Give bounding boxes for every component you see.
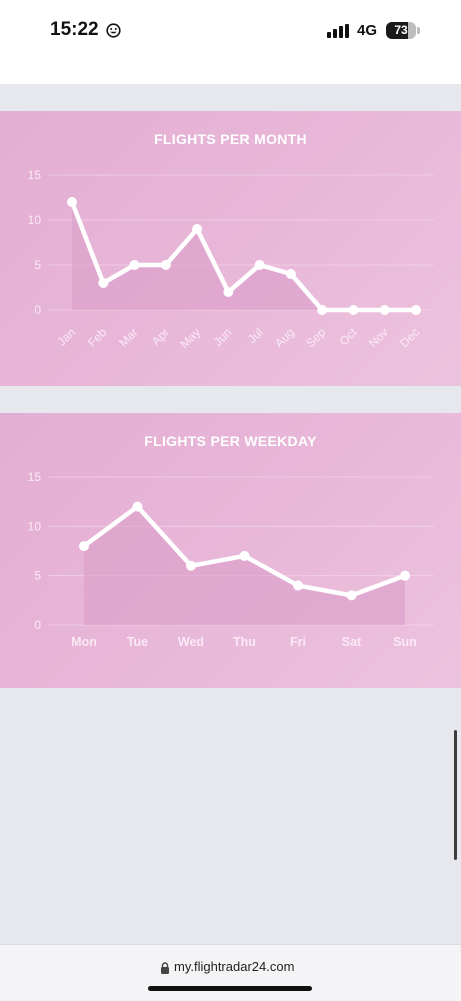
flights-per-weekday-chart: 0 5 10 15 Mon Tue Wed Thu Fri Sat Sun [28,470,434,649]
data-point[interactable] [98,278,109,288]
flights-per-month-panel: FLIGHTS PER MONTH 0 5 10 15 Jan Feb Mar Apr May J… [0,111,461,386]
y-tick-label: 5 [34,569,41,583]
x-tick-label: Jun [211,325,235,349]
data-point[interactable] [239,550,250,561]
x-tick-label: Oct [336,325,360,349]
data-point[interactable] [223,287,234,297]
battery-icon: 73 [386,22,420,39]
smiley-icon [106,23,121,38]
data-point[interactable] [132,501,143,512]
data-point[interactable] [411,305,421,315]
data-point[interactable] [379,305,390,315]
previous-card [0,58,461,84]
data-point[interactable] [400,570,410,581]
data-point[interactable] [346,590,357,601]
data-point[interactable] [317,305,328,315]
y-tick-label: 10 [28,213,42,227]
y-tick-label: 10 [28,519,42,533]
chart-title: FLIGHTS PER WEEKDAY [144,433,317,449]
data-point[interactable] [285,269,296,279]
x-tick-label: May [177,325,203,351]
x-tick-label: Aug [272,325,297,350]
x-tick-label: Feb [85,325,110,350]
y-tick-label: 0 [34,618,41,632]
y-tick-label: 5 [34,258,41,272]
y-tick-label: 15 [28,470,42,484]
data-point[interactable] [129,260,140,270]
x-tick-label: Wed [178,635,204,649]
y-tick-label: 15 [28,168,42,182]
data-point[interactable] [160,260,171,270]
x-tick-label: Dec [397,325,422,350]
x-tick-label: Apr [149,325,172,348]
lock-icon [161,962,169,974]
home-indicator [148,986,312,991]
signal-icon [327,24,349,38]
battery-fill [386,22,408,39]
x-tick-label: Mon [71,635,97,649]
series-area [84,506,405,625]
x-tick-label: Jan [55,325,79,349]
chart-title: FLIGHTS PER MONTH [154,131,307,147]
data-point[interactable] [348,305,359,315]
scrollbar[interactable] [454,730,457,860]
x-tick-label: Nov [366,325,391,350]
status-bar: 15:22 4G 73 [0,0,461,58]
data-point[interactable] [186,560,196,571]
url-text[interactable]: my.flightradar24.com [174,959,295,974]
y-tick-label: 0 [34,303,41,317]
data-point[interactable] [67,197,77,207]
network-type: 4G [357,22,378,39]
x-tick-label: Tue [127,635,148,649]
data-point[interactable] [254,260,265,270]
x-tick-label: Jul [245,325,266,346]
series-area [72,202,416,310]
flights-per-month-chart: 0 5 10 15 Jan Feb Mar Apr May Jun Jul Aug Sep Oct Nov D… [28,168,434,351]
flights-per-weekday-panel: FLIGHTS PER WEEKDAY 0 5 10 15 Mon Tue Wed Thu Fr… [0,413,461,688]
x-tick-label: Thu [233,635,256,649]
data-point[interactable] [79,541,89,552]
x-tick-label: Sat [342,635,362,649]
series-line [69,199,419,313]
battery-level: 73 [394,23,408,37]
x-tick-label: Sep [303,325,328,350]
address-bar[interactable]: my.flightradar24.com [0,944,461,1001]
data-point[interactable] [192,224,203,234]
x-tick-label: Fri [290,635,306,649]
status-time: 15:22 [50,19,99,40]
x-tick-label: Sun [393,635,417,649]
x-tick-label: Mar [116,325,141,350]
data-point[interactable] [293,580,303,591]
